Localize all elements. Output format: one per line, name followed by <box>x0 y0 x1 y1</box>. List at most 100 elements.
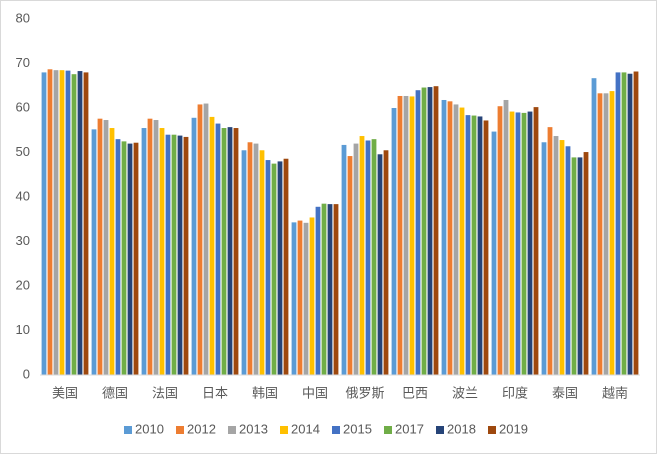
bar <box>191 117 197 375</box>
legend-label: 2019 <box>499 421 528 436</box>
y-tick-label: 10 <box>16 322 30 337</box>
x-tick-label: 印度 <box>502 385 528 400</box>
x-tick-label: 法国 <box>152 385 178 400</box>
bar <box>477 116 483 375</box>
bar <box>491 131 497 375</box>
bar <box>327 204 333 375</box>
y-tick-label: 20 <box>16 277 30 292</box>
bar <box>253 143 259 375</box>
bar <box>421 87 427 375</box>
bar <box>559 140 565 375</box>
bar <box>597 93 603 375</box>
bar <box>41 72 47 376</box>
bar <box>91 129 97 375</box>
bar <box>603 93 609 375</box>
bar <box>333 204 339 375</box>
bar <box>221 128 227 375</box>
bar <box>621 72 627 376</box>
legend-label: 2013 <box>239 421 268 436</box>
bar <box>321 203 327 375</box>
bar <box>633 71 639 375</box>
bar <box>341 144 347 375</box>
x-tick-label: 俄罗斯 <box>345 385 384 400</box>
bar <box>403 95 409 376</box>
x-tick-label: 越南 <box>602 385 628 400</box>
y-tick-label: 30 <box>16 233 30 248</box>
y-tick-label: 80 <box>16 10 30 25</box>
legend-label: 2015 <box>343 421 372 436</box>
bar <box>153 120 159 375</box>
y-tick-label: 40 <box>16 188 30 203</box>
legend-swatch <box>384 426 392 434</box>
bar <box>465 115 471 376</box>
bar <box>247 142 253 375</box>
y-tick-label: 0 <box>23 366 30 381</box>
x-tick-label: 泰国 <box>552 385 578 400</box>
bar <box>59 70 65 376</box>
bar <box>203 103 209 376</box>
legend-swatch <box>332 426 340 434</box>
bar <box>177 135 183 375</box>
legend-label: 2012 <box>187 421 216 436</box>
bar <box>265 160 271 375</box>
x-tick-label: 韩国 <box>252 385 278 400</box>
legend-label: 2010 <box>135 421 164 436</box>
bar <box>503 99 509 376</box>
bar <box>183 136 189 375</box>
bar <box>433 86 439 375</box>
bar <box>471 115 477 375</box>
bar <box>53 70 59 376</box>
legend-swatch <box>124 426 132 434</box>
legend-swatch <box>436 426 444 434</box>
bar <box>77 71 83 375</box>
x-tick-label: 巴西 <box>402 385 428 400</box>
bar <box>309 217 315 375</box>
bar <box>615 72 621 376</box>
legend-swatch <box>280 426 288 434</box>
bar <box>241 150 247 375</box>
y-tick-label: 70 <box>16 55 30 70</box>
bar <box>533 107 539 376</box>
bar <box>291 222 297 375</box>
bar <box>165 134 171 375</box>
bar <box>521 112 527 376</box>
bar <box>515 112 521 375</box>
x-tick-label: 日本 <box>202 385 228 400</box>
bar <box>509 111 515 375</box>
bar <box>427 87 433 376</box>
bar <box>577 157 583 375</box>
bar <box>259 150 265 375</box>
bar <box>71 74 77 376</box>
bar <box>303 222 309 375</box>
legend-swatch <box>176 426 184 434</box>
bar <box>397 95 403 376</box>
bar <box>627 73 633 376</box>
bar <box>227 127 233 375</box>
bar <box>115 139 121 375</box>
bar <box>571 157 577 375</box>
bar <box>415 90 421 375</box>
y-tick-label: 60 <box>16 99 30 114</box>
bar <box>209 116 215 376</box>
bar <box>127 143 133 375</box>
bar <box>371 139 377 375</box>
bar <box>147 118 153 376</box>
bar <box>83 72 89 376</box>
bar <box>377 154 383 375</box>
bar <box>103 120 109 375</box>
legend-label: 2014 <box>291 421 320 436</box>
bar <box>383 150 389 375</box>
bar <box>365 140 371 375</box>
legend-swatch <box>488 426 496 434</box>
bar <box>553 136 559 375</box>
bar <box>483 120 489 376</box>
bar <box>609 91 615 375</box>
bar <box>297 220 303 375</box>
x-tick-label: 德国 <box>102 385 128 400</box>
bar <box>583 152 589 375</box>
bar <box>347 156 353 375</box>
bar <box>283 158 289 375</box>
legend-label: 2018 <box>447 421 476 436</box>
bar <box>315 206 321 375</box>
